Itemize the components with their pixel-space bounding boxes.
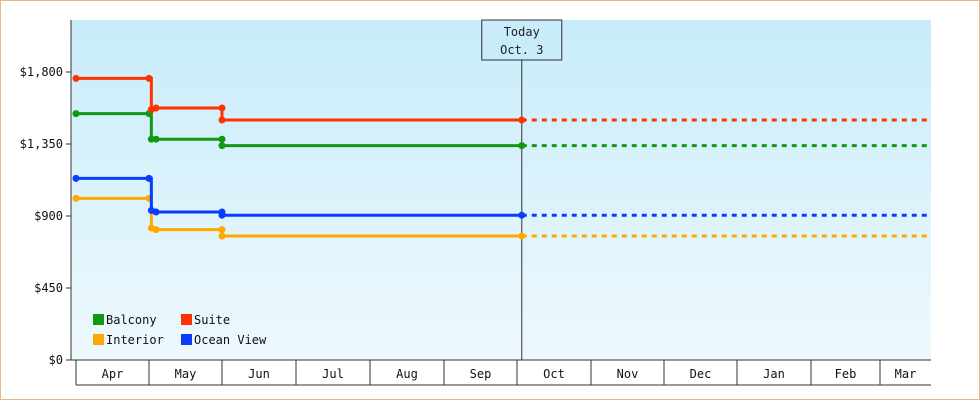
data-point-ocean-view <box>72 174 80 182</box>
x-tick-label: Oct <box>543 367 565 381</box>
x-tick-label: Mar <box>895 367 917 381</box>
data-point-interior <box>518 232 526 240</box>
x-tick-label: Apr <box>102 367 124 381</box>
y-tick-label: $1,800 <box>20 65 63 79</box>
today-marker: Today Oct. 3 <box>481 19 563 360</box>
x-tick-label: Jul <box>322 367 344 381</box>
legend-swatch-balcony <box>93 314 104 325</box>
month-grid <box>75 360 881 385</box>
x-tick-label: Dec <box>690 367 712 381</box>
data-point-interior <box>218 232 226 240</box>
x-tick-label: Jun <box>248 367 270 381</box>
data-point-suite <box>518 116 526 124</box>
series-lines <box>72 74 929 240</box>
x-tick-label: Aug <box>396 367 418 381</box>
legend-label-interior: Interior <box>106 333 164 347</box>
data-point-balcony <box>72 110 80 118</box>
today-date-label: Oct. 3 <box>500 43 543 57</box>
data-point-interior <box>152 226 160 234</box>
legend-swatch-ocean-view <box>181 334 192 345</box>
data-point-balcony <box>152 135 160 143</box>
data-point-ocean-view <box>518 211 526 219</box>
data-point-ocean-view <box>152 208 160 216</box>
data-point-suite <box>218 116 226 124</box>
data-point-balcony <box>218 135 226 143</box>
x-tick-label: Nov <box>617 367 639 381</box>
data-point-balcony <box>518 142 526 150</box>
axes: $0 $450 $900 $1,350 $1,800 Apr May Jun Jul Aug Sep… <box>20 20 931 386</box>
legend-label-balcony: Balcony <box>106 313 157 327</box>
legend: Balcony Suite Interior Ocean View <box>93 313 267 347</box>
y-tick-label: $1,350 <box>20 137 63 151</box>
legend-label-ocean-view: Ocean View <box>194 333 267 347</box>
data-point-interior <box>218 226 226 234</box>
data-point-suite <box>218 104 226 112</box>
today-label: Today <box>504 25 540 39</box>
legend-label-suite: Suite <box>194 313 230 327</box>
data-point-suite <box>152 104 160 112</box>
today-box <box>481 19 563 61</box>
y-tick-label: $0 <box>49 353 63 367</box>
data-point-balcony <box>218 142 226 150</box>
x-tick-label: Jan <box>763 367 785 381</box>
x-tick-label: May <box>175 367 197 381</box>
y-tick-label: $900 <box>34 209 63 223</box>
x-tick-label: Sep <box>470 367 492 381</box>
data-point-ocean-view <box>218 211 226 219</box>
data-point-ocean-view <box>145 174 153 182</box>
legend-swatch-interior <box>93 334 104 345</box>
plot-area-background <box>71 20 931 360</box>
data-point-suite <box>145 74 153 82</box>
data-point-suite <box>72 74 80 82</box>
legend-swatch-suite <box>181 314 192 325</box>
data-point-interior <box>72 194 80 202</box>
x-tick-label: Feb <box>835 367 857 381</box>
y-tick-label: $450 <box>34 281 63 295</box>
